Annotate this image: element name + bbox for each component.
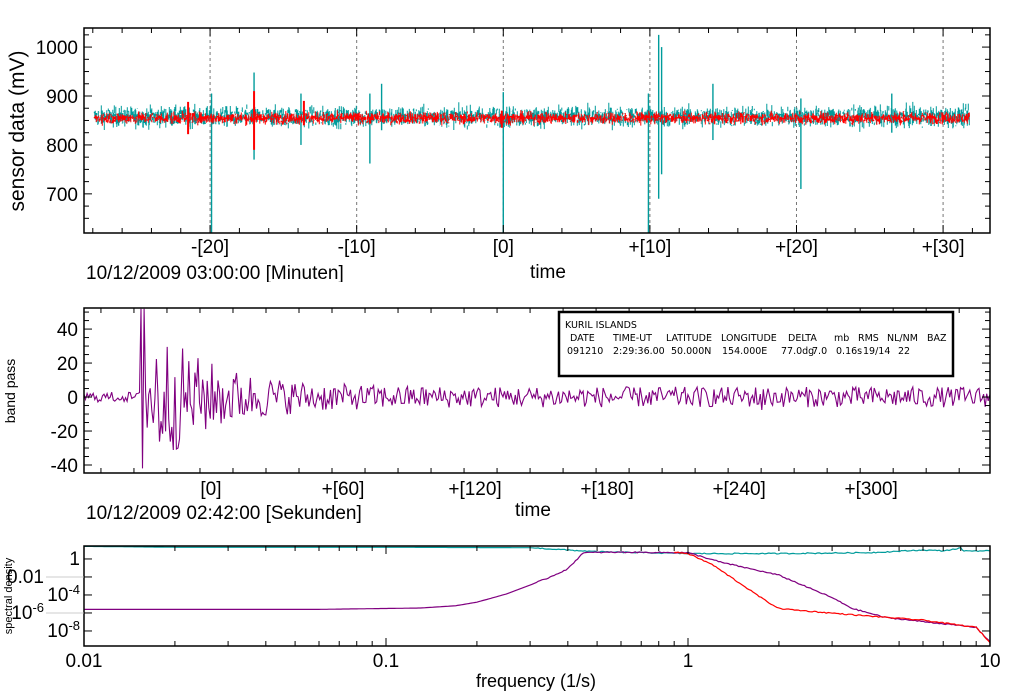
event-info-value-cell: 50.000N [671, 346, 711, 357]
sensor-ticks: 700 800 900 1000 -[20] -[10] [0] +[10] +[20] +[30… [36, 28, 990, 258]
bandpass-x-tick-label: [0] [200, 479, 221, 500]
spectrum-plot-frame [83, 545, 991, 647]
sensor-time-reference: 10/12/2009 03:00:00 [Minuten] [86, 263, 344, 284]
event-info-value-cell: 77.0dg [781, 346, 814, 357]
bandpass-time-reference: 10/12/2009 02:42:00 [Sekunden] [86, 503, 362, 524]
bandpass-x-tick-label: +[300] [844, 479, 897, 500]
sensor-series-filtered [93, 110, 970, 126]
bandpass-x-tick-label: +[180] [580, 479, 633, 500]
spectrum-y-tick-label: 10-4 [47, 582, 80, 606]
event-info-values: 091210 2:29:36.00 50.000N 154.000E 77.0dg7.0… [567, 346, 910, 357]
sensor-y-tick-label: 700 [46, 185, 78, 206]
sensor-y-tick-label: 1000 [36, 38, 78, 59]
event-info-header-cell: DATE [570, 333, 595, 344]
sensor-y-tick-label: 800 [46, 136, 78, 157]
event-info-value-cell: 0.16s [836, 346, 862, 357]
bandpass-y-tick-label: 0 [67, 388, 78, 409]
bandpass-panel: -40 -20 0 20 40 [0] +[60] +[120] +[180] +[240] +[3… [2, 307, 991, 524]
event-info-header-cell: DELTA [788, 333, 817, 344]
bandpass-y-tick-label: 20 [57, 354, 78, 375]
bandpass-plot-frame [83, 307, 991, 474]
bandpass-x-axis-label: time [515, 500, 551, 521]
sensor-x-tick-label: -[10] [338, 237, 376, 258]
event-info-value-cell: 2:29:36.00 [613, 346, 665, 357]
spectrum-y-tick-label: 1 [69, 549, 80, 570]
sensor-plot-frame [83, 27, 991, 234]
bandpass-x-tick-label: +[120] [448, 479, 501, 500]
event-info-box: KURIL ISLANDS DATE TIME-UT LATITUDE LONGITU… [557, 310, 955, 378]
bandpass-plot-area [84, 308, 990, 469]
spectrum-series-sensor_raw [84, 546, 990, 555]
spectrum-y-tick-label: 10-8 [47, 618, 80, 642]
event-info-header-cell: TIME-UT [612, 333, 652, 344]
sensor-y-tick-label: 900 [46, 87, 78, 108]
bandpass-y-tick-label: 40 [57, 320, 78, 341]
event-info-header-cell: BAZ [927, 333, 947, 344]
sensor-reference-clip: 10/12/2009 03:00:00 [Minuten] [86, 263, 344, 284]
bandpass-ticks: -40 -20 0 20 40 [0] +[60] +[120] +[180] +[240] +[3… [51, 308, 990, 500]
spectrum-x-axis-label: frequency (1/s) [476, 671, 596, 691]
bandpass-x-tick-label: +[240] [712, 479, 765, 500]
bandpass-x-tick-label: +[60] [322, 479, 365, 500]
event-info-header-cell: LONGITUDE [721, 333, 777, 344]
sensor-panel: 700 800 900 1000 -[20] -[10] [0] +[10] +[20] +[30… [6, 27, 991, 284]
bandpass-y-tick-label: -40 [51, 456, 78, 477]
sensor-x-tick-label: [0] [493, 237, 514, 258]
spectrum-y-tick-label: 0.01 [7, 567, 44, 588]
spectrum-series-bandpass [84, 551, 990, 643]
spectrum-y-axis-label: spectral density [3, 557, 15, 634]
event-info-header-cell: NL/NM [887, 333, 918, 344]
spectrum-plot-area [84, 546, 990, 644]
event-info-header-cell: RMS [858, 333, 879, 344]
sensor-plot-area [93, 28, 970, 233]
event-info-value-cell: 154.000E [722, 346, 767, 357]
sensor-x-tick-label: -[20] [191, 237, 229, 258]
bandpass-y-tick-label: -20 [51, 422, 78, 443]
event-info-value-cell: 7.0 [812, 346, 827, 357]
bandpass-y-axis-label: band pass [2, 359, 18, 424]
sensor-x-tick-label: +[30] [922, 237, 965, 258]
spectrum-x-tick-label: 0.1 [373, 651, 399, 672]
event-info-value-cell: 19/14 [863, 346, 890, 357]
sensor-y-axis-label: sensor data (mV) [6, 50, 29, 211]
sensor-x-tick-label: +[20] [775, 237, 818, 258]
spectrum-x-tick-label: 0.01 [66, 651, 103, 672]
spectrum-x-tick-label: 1 [683, 651, 694, 672]
event-info-value-cell: 22 [898, 346, 910, 357]
event-info-header-cell: mb [834, 333, 849, 344]
sensor-x-axis-label: time [530, 262, 566, 283]
spectrum-x-tick-label: 10 [979, 651, 1000, 672]
sensor-x-tick-label: +[10] [628, 237, 671, 258]
spectrum-series-sensor_filtered [674, 551, 990, 644]
event-region: KURIL ISLANDS [565, 320, 637, 331]
event-info-value-cell: 091210 [567, 346, 603, 357]
bandpass-series [84, 308, 990, 469]
event-info-header: DATE TIME-UT LATITUDE LONGITUDE DELTA mb RMS NL… [570, 333, 947, 344]
event-info-header-cell: LATITUDE [666, 333, 712, 344]
spectrum-y-tick-label: 10-6 [11, 600, 44, 624]
